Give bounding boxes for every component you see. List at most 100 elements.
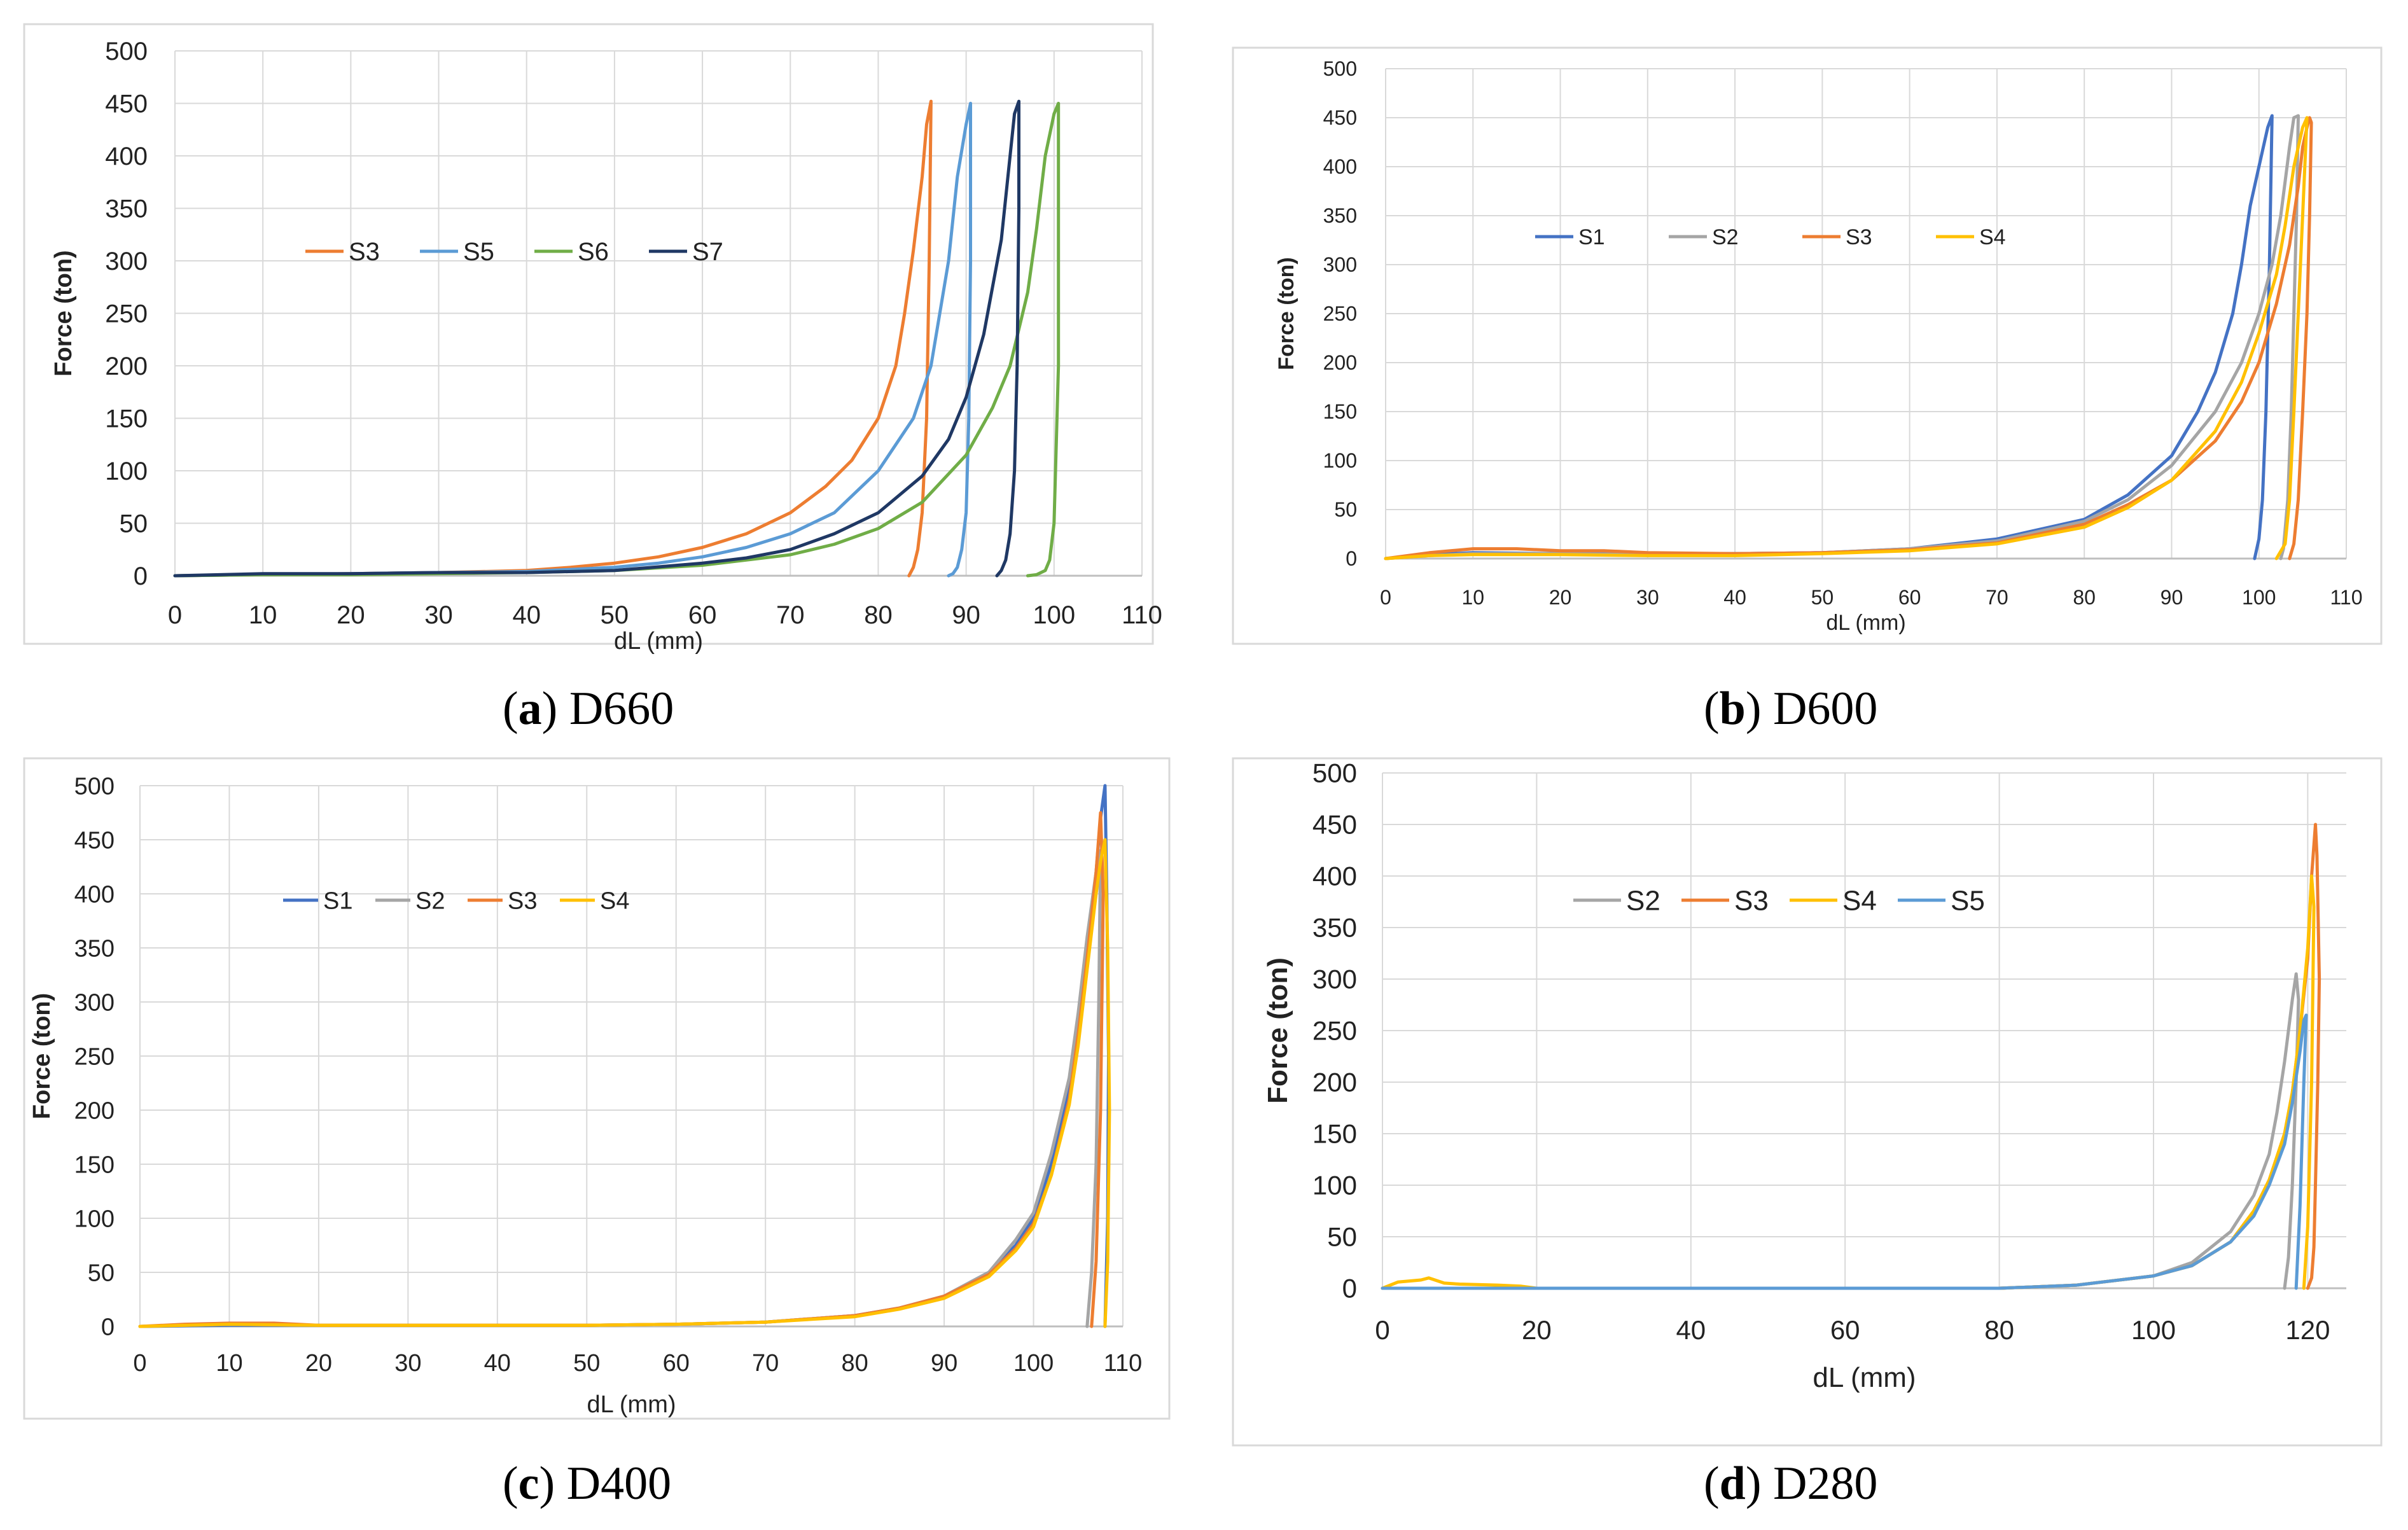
x-tick-label: 40 <box>484 1350 511 1377</box>
y-tick-label: 200 <box>74 1097 115 1124</box>
x-tick-label: 50 <box>1811 586 1834 609</box>
y-tick-label: 400 <box>1312 861 1357 891</box>
y-tick-label: 200 <box>1312 1068 1357 1097</box>
caption-d400: (c) D400 <box>503 1457 672 1510</box>
y-tick-label: 300 <box>74 989 115 1016</box>
x-tick-label: 100 <box>1033 601 1075 629</box>
caption-label: b <box>1719 683 1746 735</box>
x-tick-label: 40 <box>1723 586 1746 609</box>
x-tick-label: 60 <box>1898 586 1921 609</box>
legend-label: S3 <box>508 887 537 914</box>
y-tick-label: 200 <box>105 352 148 380</box>
y-tick-label: 50 <box>1327 1222 1357 1252</box>
legend-label: S4 <box>600 887 629 914</box>
y-tick-label: 300 <box>1312 964 1357 994</box>
caption-text: D400 <box>555 1457 672 1510</box>
chart-frame <box>1232 757 2383 1447</box>
x-tick-label: 0 <box>168 601 182 629</box>
legend-label: S2 <box>415 887 445 914</box>
y-tick-label: 0 <box>1342 1274 1357 1304</box>
legend-label: S1 <box>1578 225 1605 249</box>
x-tick-label: 110 <box>1104 1350 1143 1377</box>
x-axis-title: dL (mm) <box>1813 1362 1916 1393</box>
x-tick-label: 20 <box>1549 586 1572 609</box>
y-tick-label: 0 <box>134 562 148 590</box>
series-line-s4 <box>138 838 1111 1328</box>
legend-label: S4 <box>1979 225 2006 249</box>
y-tick-label: 0 <box>101 1314 115 1340</box>
y-tick-label: 50 <box>120 510 148 538</box>
series-line-s3 <box>1384 116 2313 560</box>
x-tick-label: 80 <box>2073 586 2096 609</box>
chart-panel-d280: 0 20 40 60 80 100 120 0 50 100 150 200 250 300 350 400 4… <box>1204 751 2408 1530</box>
y-tick-label: 450 <box>105 90 148 118</box>
x-tick-label: 60 <box>663 1350 690 1377</box>
chart-d400: 0 10 20 30 40 50 60 70 80 90 100 110 0 50 100 150 200 250… <box>23 757 1171 1420</box>
y-tick-label: 100 <box>1312 1171 1357 1200</box>
y-tick-label: 200 <box>1323 351 1357 374</box>
caption-d600: (b) D600 <box>1704 683 1878 735</box>
y-tick-label: 300 <box>105 247 148 275</box>
x-tick-label: 100 <box>1013 1350 1054 1377</box>
x-tick-label: 20 <box>337 601 365 629</box>
caption-d660: (a) D660 <box>503 683 674 735</box>
y-tick-label: 350 <box>1312 913 1357 943</box>
x-tick-label: 100 <box>2131 1315 2176 1345</box>
legend-label: S5 <box>1951 885 1985 916</box>
legend-label: S3 <box>1734 885 1769 916</box>
series-line-s5 <box>1381 1013 2308 1290</box>
series-line-s7 <box>173 99 1020 578</box>
chart-d280: 0 20 40 60 80 100 120 0 50 100 150 200 250 300 350 400 4… <box>1232 757 2383 1447</box>
y-tick-label: 50 <box>1334 498 1357 521</box>
y-tick-label: 300 <box>1323 253 1357 276</box>
caption-d280: (d) D280 <box>1704 1457 1878 1510</box>
chart-panel-d600: 0 10 20 30 40 50 60 70 80 90 100 110 0 50 100 150 200 250… <box>1204 0 2408 751</box>
x-tick-label: 10 <box>1461 586 1484 609</box>
y-tick-label: 150 <box>1312 1119 1357 1149</box>
y-axis-title: Force (ton) <box>1274 257 1298 370</box>
x-tick-label: 0 <box>1375 1315 1389 1345</box>
x-tick-label: 60 <box>688 601 717 629</box>
y-tick-label: 400 <box>105 143 148 170</box>
y-tick-label: 150 <box>1323 400 1357 423</box>
y-tick-label: 350 <box>105 195 148 223</box>
y-tick-label: 250 <box>105 300 148 328</box>
x-tick-label: 0 <box>133 1350 146 1377</box>
legend-label: S2 <box>1626 885 1660 916</box>
y-tick-label: 50 <box>88 1260 115 1286</box>
x-axis-title: dL (mm) <box>614 628 703 655</box>
y-tick-label: 250 <box>1323 302 1357 325</box>
legend-label: S5 <box>463 238 494 266</box>
y-axis-title: Force (ton) <box>50 250 77 376</box>
legend-label: S7 <box>692 238 723 266</box>
y-tick-label: 100 <box>74 1206 115 1232</box>
y-tick-label: 400 <box>74 881 115 908</box>
chart-d660: 0 10 20 30 40 50 60 70 80 90 100 110 0 50 100 150 200 250… <box>23 23 1162 655</box>
x-tick-label: 60 <box>1830 1315 1860 1345</box>
chart-panel-d400: 0 10 20 30 40 50 60 70 80 90 100 110 0 50 100 150 200 250… <box>0 751 1204 1530</box>
y-tick-label: 500 <box>105 38 148 66</box>
x-axis-title: dL (mm) <box>1826 611 1905 635</box>
x-tick-label: 50 <box>573 1350 600 1377</box>
chart-panel-d660: 0 10 20 30 40 50 60 70 80 90 100 110 0 50 100 150 200 250… <box>0 0 1204 751</box>
y-tick-label: 250 <box>74 1043 115 1070</box>
x-tick-label: 70 <box>752 1350 779 1377</box>
x-tick-label: 20 <box>305 1350 332 1377</box>
y-tick-label: 450 <box>1323 106 1357 129</box>
y-tick-label: 450 <box>74 827 115 854</box>
x-tick-label: 80 <box>864 601 893 629</box>
x-tick-label: 70 <box>776 601 805 629</box>
x-tick-label: 0 <box>1380 586 1391 609</box>
y-tick-label: 400 <box>1323 155 1357 178</box>
caption-text: D660 <box>557 683 674 735</box>
caption-label: d <box>1719 1457 1746 1510</box>
x-tick-label: 20 <box>1522 1315 1552 1345</box>
caption-label: c <box>518 1457 539 1510</box>
y-tick-label: 350 <box>74 935 115 962</box>
x-tick-label: 120 <box>2285 1315 2330 1345</box>
legend-label: S6 <box>578 238 609 266</box>
y-tick-label: 0 <box>1346 547 1357 570</box>
x-tick-label: 80 <box>841 1350 868 1377</box>
y-tick-label: 500 <box>74 773 115 800</box>
x-tick-label: 30 <box>424 601 453 629</box>
